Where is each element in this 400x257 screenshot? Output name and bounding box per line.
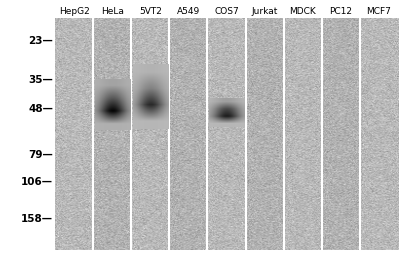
Bar	[93, 18, 131, 250]
Bar	[55, 18, 93, 250]
Text: 79—: 79—	[28, 150, 53, 160]
Bar	[208, 18, 246, 250]
Text: COS7: COS7	[214, 7, 239, 16]
Bar	[169, 18, 208, 250]
Text: 158—: 158—	[21, 214, 53, 224]
Bar	[246, 18, 284, 250]
Text: A549: A549	[177, 7, 200, 16]
Bar	[131, 18, 169, 250]
Text: MDCK: MDCK	[289, 7, 316, 16]
Text: 23—: 23—	[28, 36, 53, 46]
Text: HepG2: HepG2	[59, 7, 90, 16]
Text: MCF7: MCF7	[366, 7, 391, 16]
Text: Jurkat: Jurkat	[252, 7, 278, 16]
Text: PC12: PC12	[329, 7, 352, 16]
Text: 35—: 35—	[28, 75, 53, 85]
Bar	[360, 18, 398, 250]
Text: HeLa: HeLa	[101, 7, 124, 16]
Text: 5VT2: 5VT2	[139, 7, 162, 16]
Bar	[284, 18, 322, 250]
Bar	[322, 18, 360, 250]
Text: 106—: 106—	[21, 177, 53, 187]
Text: 48—: 48—	[28, 104, 53, 114]
